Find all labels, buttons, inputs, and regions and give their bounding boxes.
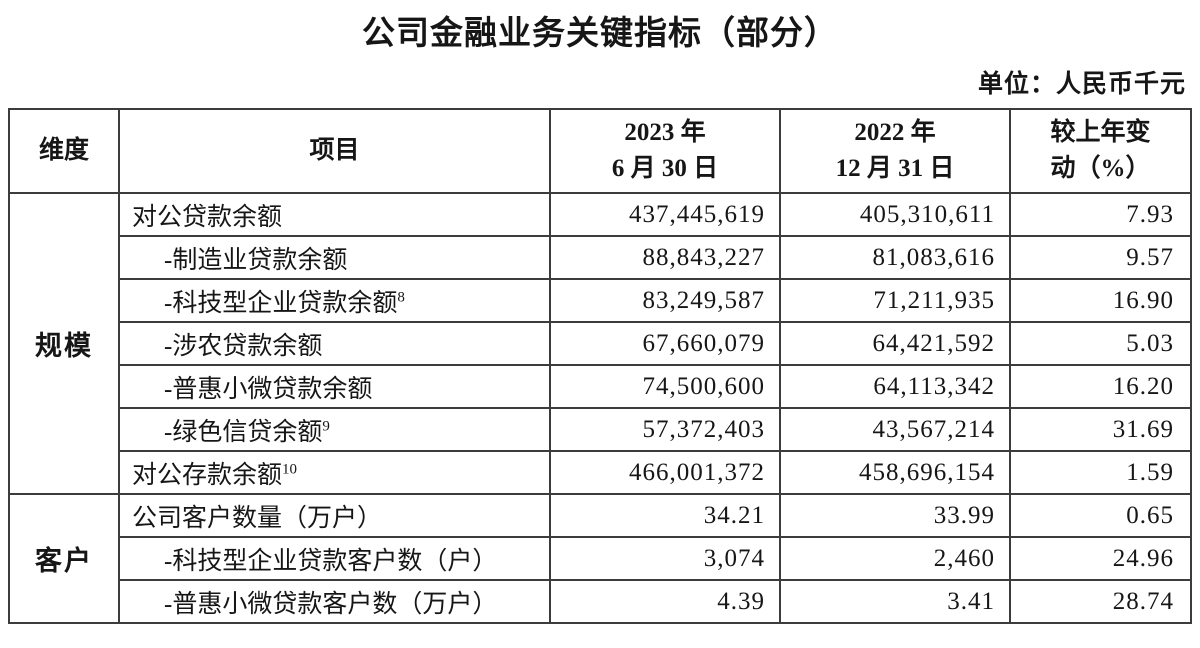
header-date-2022-line1: 2022 年 [854,118,936,146]
header-change-line1: 较上年变 [1050,118,1151,146]
header-date-2023-line2: 6 月 30 日 [611,155,719,182]
table-row: -普惠小微贷款客户数（万户） 4.39 3.41 28.74 [9,579,1192,624]
indicators-table: 维度 项目 2023 年 6 月 30 日 2022 年 12 月 31 日 较… [8,108,1192,624]
item-label: -制造业贷款余额 [164,246,348,274]
value-2023-cell: 3,074 [549,536,781,581]
change-cell: 7.93 [1009,192,1192,237]
table-row: -绿色信贷余额9 57,372,403 43,567,214 31.69 [9,407,1192,452]
change-cell: 31.69 [1009,407,1192,452]
item-cell: 对公贷款余额 [118,192,551,237]
header-dimension: 维度 [8,108,120,194]
item-cell: -涉农贷款余额 [118,321,551,366]
item-label: -科技型企业贷款余额 [164,289,398,317]
change-cell: 16.90 [1009,278,1192,323]
value-2023-cell: 74,500,600 [549,364,781,409]
value-2022-cell: 43,567,214 [779,407,1011,452]
item-label: -绿色信贷余额 [164,418,323,446]
value-2022-cell: 64,113,342 [779,364,1011,409]
item-label: 对公存款余额 [132,461,283,489]
value-2023-cell: 83,249,587 [549,278,781,323]
item-cell: 对公存款余额10 [118,450,551,495]
change-cell: 28.74 [1009,579,1192,624]
value-2022-cell: 405,310,611 [779,192,1011,237]
item-label: -普惠小微贷款余额 [164,375,373,403]
value-2022-cell: 2,460 [779,536,1011,581]
header-date-2022: 2022 年 12 月 31 日 [779,108,1011,194]
item-label: 公司客户数量（万户） [132,504,383,532]
header-change-line2: 动（%） [1050,155,1151,182]
item-cell: -普惠小微贷款客户数（万户） [118,579,551,624]
item-cell: -普惠小微贷款余额 [118,364,551,409]
value-2022-cell: 71,211,935 [779,278,1011,323]
header-date-2022-line2: 12 月 31 日 [835,155,955,182]
value-2022-cell: 64,421,592 [779,321,1011,366]
change-cell: 16.20 [1009,364,1192,409]
table-row: 对公存款余额10 466,001,372 458,696,154 1.59 [9,450,1192,495]
item-cell: -制造业贷款余额 [118,235,551,280]
value-2023-cell: 4.39 [549,579,781,624]
footnote-ref: 9 [322,418,330,435]
header-change: 较上年变 动（%） [1009,108,1192,194]
unit-note: 单位：人民币千元 [977,71,1186,98]
change-cell: 24.96 [1009,536,1192,581]
value-2023-cell: 67,660,079 [549,321,781,366]
dimension-cell-scale: 规模 [8,192,120,495]
change-cell: 5.03 [1009,321,1192,366]
item-cell: -绿色信贷余额9 [118,407,551,452]
item-cell: 公司客户数量（万户） [118,493,551,538]
footnote-ref: 8 [397,289,405,306]
change-cell: 9.57 [1009,235,1192,280]
value-2022-cell: 33.99 [779,493,1011,538]
value-2023-cell: 34.21 [549,493,781,538]
dimension-cell-customer: 客户 [8,493,120,624]
value-2023-cell: 88,843,227 [549,235,781,280]
value-2022-cell: 458,696,154 [779,450,1011,495]
header-item: 项目 [118,108,551,194]
item-label: -涉农贷款余额 [164,332,323,360]
table-header-row: 维度 项目 2023 年 6 月 30 日 2022 年 12 月 31 日 较… [8,108,1192,194]
item-cell: -科技型企业贷款余额8 [118,278,551,323]
table-row: -科技型企业贷款客户数（户） 3,074 2,460 24.96 [9,536,1192,581]
item-label: -科技型企业贷款客户数（户） [164,547,498,575]
change-cell: 0.65 [1009,493,1192,538]
value-2023-cell: 437,445,619 [549,192,781,237]
header-date-2023: 2023 年 6 月 30 日 [549,108,781,194]
item-cell: -科技型企业贷款客户数（户） [118,536,551,581]
table-row: -涉农贷款余额 67,660,079 64,421,592 5.03 [9,321,1192,366]
change-cell: 1.59 [1009,450,1192,495]
header-date-2023-line1: 2023 年 [624,118,706,146]
table-row: -科技型企业贷款余额8 83,249,587 71,211,935 16.90 [9,278,1192,323]
footnote-ref: 10 [282,461,298,478]
table-row: 规模 对公贷款余额 437,445,619 405,310,611 7.93 [8,192,1192,495]
value-2023-cell: 57,372,403 [549,407,781,452]
table-row: 客户 公司客户数量（万户） 34.21 33.99 0.65 [8,493,1192,624]
table-row: -制造业贷款余额 88,843,227 81,083,616 9.57 [9,235,1192,280]
table-row: -普惠小微贷款余额 74,500,600 64,113,342 16.20 [9,364,1192,409]
value-2023-cell: 466,001,372 [549,450,781,495]
item-label: -普惠小微贷款客户数（万户） [164,590,498,618]
value-2022-cell: 3.41 [779,579,1011,624]
page-title: 公司金融业务关键指标（部分） [362,16,838,52]
item-label: 对公贷款余额 [132,203,283,231]
value-2022-cell: 81,083,616 [779,235,1011,280]
